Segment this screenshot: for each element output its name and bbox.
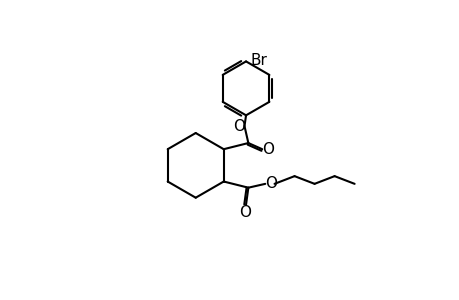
Text: O: O xyxy=(239,205,251,220)
Text: O: O xyxy=(264,176,276,191)
Text: Br: Br xyxy=(250,53,267,68)
Text: O: O xyxy=(233,119,245,134)
Text: O: O xyxy=(262,142,274,158)
